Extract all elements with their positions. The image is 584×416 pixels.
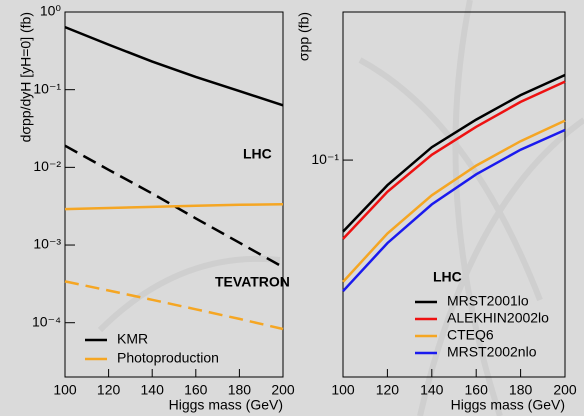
y-tick-label: 10⁰ [40, 3, 62, 19]
x-tick-label: 100 [331, 382, 355, 398]
decor-arc [452, 0, 503, 416]
y-axis-label: dσpp/dyH [yH=0] (fb) [18, 12, 34, 142]
y-tick-label: 10⁻¹ [33, 80, 61, 96]
data-line [342, 128, 566, 293]
data-line [342, 73, 566, 233]
annotation: TEVATRON [215, 274, 290, 290]
x-axis-label: Higgs mass (GeV) [169, 397, 283, 413]
background-decoration [97, 0, 584, 416]
data-line [64, 25, 284, 107]
y-tick-label: 10⁻¹ [311, 151, 339, 167]
x-tick-label: 200 [553, 382, 577, 398]
x-tick-label: 120 [376, 382, 400, 398]
plot-area [64, 11, 284, 378]
decor-arc [417, 117, 584, 416]
decor-arc [358, 57, 543, 302]
decor-arc [97, 255, 281, 333]
x-tick-label: 140 [141, 382, 165, 398]
legend-label: MRST2002nlo [447, 344, 537, 360]
x-tick-label: 180 [509, 382, 533, 398]
legend-label: ALEKHIN2002lo [447, 310, 549, 326]
y-tick-label: 10⁻⁴ [32, 313, 61, 329]
legend-title: LHC [433, 269, 462, 285]
y-tick-label: 10⁻³ [33, 236, 61, 252]
annotation: LHC [243, 146, 272, 162]
x-tick-label: 100 [53, 382, 77, 398]
legend-label: KMR [117, 331, 148, 347]
legend-label: CTEQ6 [447, 327, 494, 343]
x-tick-label: 140 [420, 382, 444, 398]
x-tick-label: 160 [184, 382, 208, 398]
x-tick-label: 120 [97, 382, 121, 398]
legend-label: Photoproduction [117, 350, 219, 366]
data-line [342, 119, 566, 283]
y-tick-label: 10⁻² [33, 158, 61, 174]
x-tick-label: 160 [465, 382, 489, 398]
x-tick-label: 200 [271, 382, 295, 398]
data-line [64, 202, 284, 211]
x-axis-label: Higgs mass (GeV) [451, 397, 565, 413]
plot-area [342, 11, 566, 378]
data-line [342, 80, 566, 240]
y-axis-label: σpp (fb) [296, 12, 312, 61]
x-tick-label: 180 [228, 382, 252, 398]
data-line [64, 280, 284, 331]
legend-label: MRST2001lo [447, 293, 529, 309]
